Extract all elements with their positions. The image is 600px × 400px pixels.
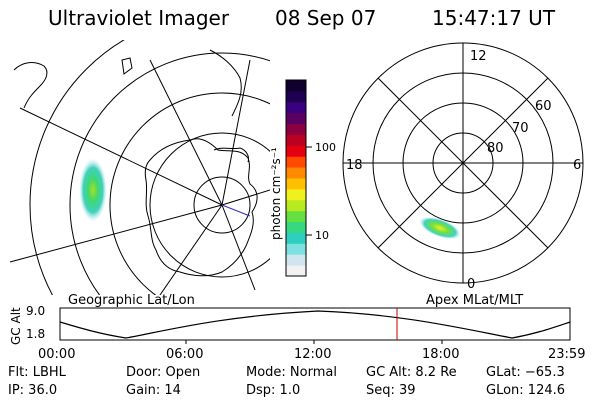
coastline-north: [209, 49, 242, 117]
coastline-east: [213, 147, 249, 163]
altitude-timeline: [59, 307, 571, 344]
status-gain: Gain: 14: [126, 383, 181, 398]
geo-panel-label: Geographic Lat/Lon: [68, 293, 195, 308]
colorbar-segment: [286, 80, 306, 92]
polar-mlat-mlt-plot: [342, 42, 584, 284]
alt-xtick-1: 06:00: [166, 347, 203, 362]
status-gc-alt: GC Alt: 8.2 Re: [366, 365, 457, 380]
status-seq: Seq: 39: [366, 383, 416, 398]
colorbar-segment: [286, 188, 306, 201]
alt-ytick-low: 1.8: [26, 327, 45, 341]
polar-panel-label: Apex MLat/MLT: [426, 293, 523, 308]
colorbar-unit-label: photon cm⁻²s⁻¹: [269, 147, 283, 240]
alt-xtick-4: 23:59: [548, 347, 585, 362]
colorbar-segment: [286, 178, 306, 190]
coastline-antarctica: [144, 138, 258, 277]
status-ip: IP: 36.0: [8, 383, 58, 398]
alt-ylabel: GC Alt: [9, 307, 23, 345]
aurora-emission-geo: [79, 158, 107, 222]
observation-date: 08 Sep 07: [275, 6, 377, 30]
alt-xtick-2: 12:00: [294, 347, 331, 362]
mlat-label-60: 60: [535, 99, 552, 114]
mlt-label-18: 18: [346, 158, 363, 173]
status-glon: GLon: 124.6: [486, 383, 566, 398]
colorbar-segment: [286, 221, 306, 233]
colorbar-segment: [286, 145, 306, 157]
status-flt: Flt: LBHL: [8, 365, 66, 380]
status-door: Door: Open: [126, 365, 201, 380]
mlt-label-0: 0: [467, 277, 475, 292]
status-glat: GLat: −65.3: [486, 365, 565, 380]
mlat-label-70: 70: [512, 121, 529, 136]
alt-xtick-0: 00:00: [38, 347, 75, 362]
colorbar-segment: [286, 199, 306, 212]
colorbar-segment: [286, 101, 306, 114]
colorbar-segment: [286, 265, 306, 277]
colorbar-segment: [286, 167, 306, 179]
colorbar-segment: [286, 243, 306, 255]
colorbar-segment: [286, 90, 306, 103]
mlat-label-80: 80: [487, 141, 504, 156]
colorbar-segment: [286, 134, 306, 146]
altitude-curve: [59, 310, 571, 339]
status-mode: Mode: Normal: [246, 365, 337, 380]
colorbar-segment: [286, 156, 306, 168]
mlt-label-12: 12: [470, 49, 487, 64]
colorbar-segment: [286, 210, 306, 223]
instrument-title: Ultraviolet Imager: [48, 6, 230, 30]
colorbar-segment: [286, 254, 306, 266]
coastline-island: [121, 57, 133, 75]
color-scale-bar: [286, 80, 306, 277]
mlt-label-6: 6: [573, 158, 581, 173]
colorbar-segment: [286, 112, 306, 125]
status-dsp: Dsp: 1.0: [246, 383, 301, 398]
colorbar-tick-100: 100: [315, 141, 336, 154]
aurora-emission-polar: [419, 216, 461, 240]
geographic-map: [9, 40, 270, 295]
colorbar-tick-10: 10: [315, 229, 329, 242]
alt-xtick-3: 18:00: [422, 347, 459, 362]
alt-ytick-high: 9.0: [26, 304, 45, 318]
coastline-south-america: [13, 62, 48, 109]
colorbar-segment: [286, 123, 306, 135]
colorbar-segment: [286, 232, 306, 244]
observation-time: 15:47:17 UT: [432, 6, 556, 30]
